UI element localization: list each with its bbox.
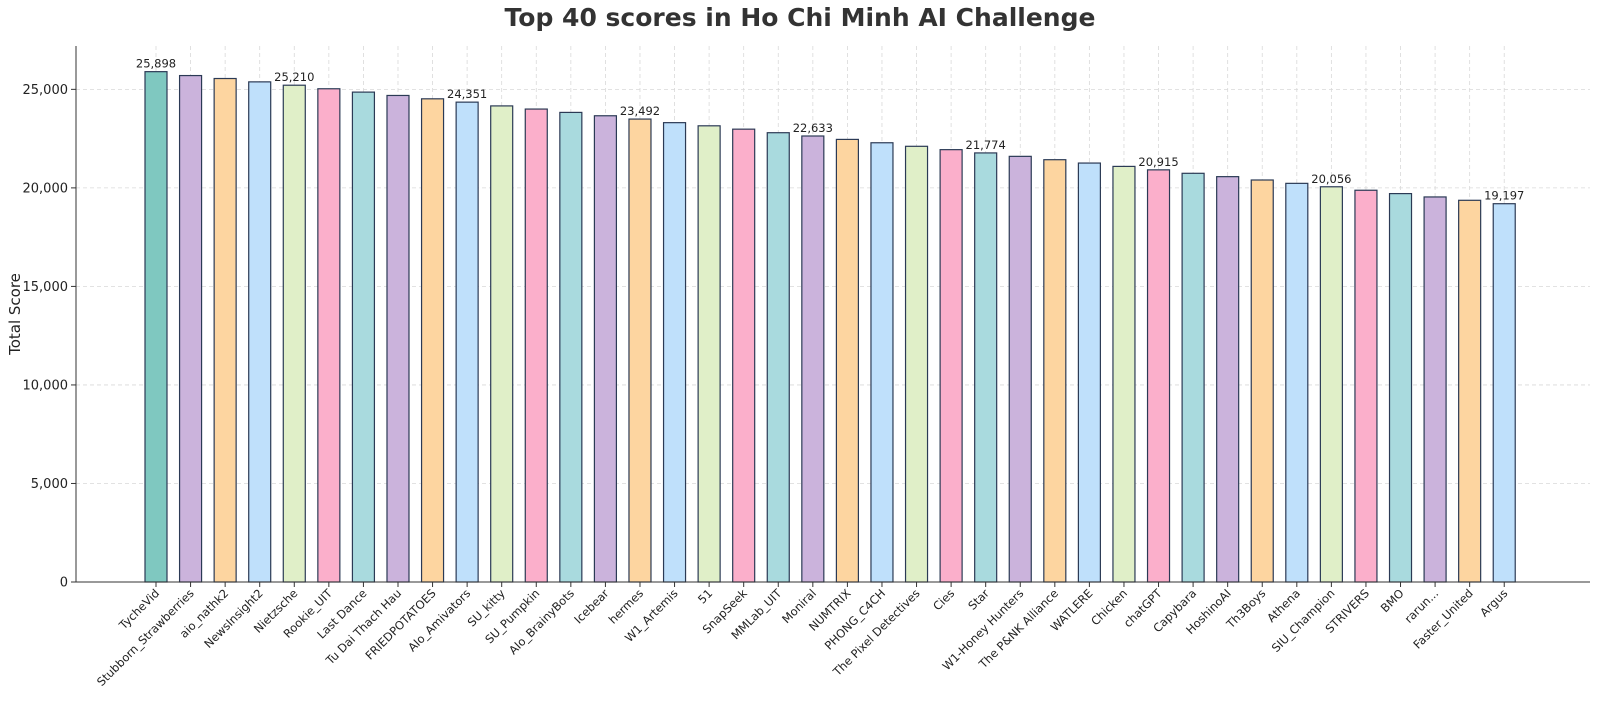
x-ticks: TycheVidStubborn_Strawberriesaio_nathk2N… [94,582,1510,689]
bar [1008,155,1032,583]
bar [904,145,929,583]
bar [490,105,514,583]
bar [974,152,998,583]
bar [697,125,721,583]
bars-layer [144,71,1516,583]
x-tick-label: BMO [1378,586,1407,615]
bar [248,81,272,583]
bar [1354,189,1378,583]
bar [1216,176,1240,583]
bar [1077,162,1101,583]
bar [386,94,410,583]
y-ticks: 0 5,000 10,000 15,000 20,000 25,000 [23,83,76,591]
data-label: 20,915 [1138,155,1178,169]
data-label: 19,197 [1484,189,1524,203]
bar [178,74,203,583]
y-tick-label: 20,000 [23,181,69,196]
bar [1112,165,1136,583]
y-axis-label: Total Score [6,273,24,356]
y-tick-label: 10,000 [23,378,69,393]
chart-title: Top 40 scores in Ho Chi Minh AI Challeng… [504,3,1096,32]
bar [282,84,306,583]
bar [1388,192,1413,583]
x-tick-label: Icebear [571,586,611,626]
bar [1146,169,1171,583]
bar [732,128,756,583]
bar [1492,203,1516,583]
bar [455,101,479,583]
data-label: 23,492 [620,104,660,118]
y-tick-label: 25,000 [23,83,69,98]
bar [559,111,583,583]
bar [213,77,237,583]
data-label: 24,351 [447,87,487,101]
x-tick-label: Argus [1477,586,1510,619]
x-tick-label: AIo_Amivators [405,586,473,654]
bar [939,149,963,583]
bar [766,132,790,583]
bar [420,98,445,583]
x-tick-label: 51 [695,586,715,606]
axes-layer [75,46,1590,583]
bar [870,142,894,583]
x-tick-label: Cies [930,586,957,613]
bar [801,135,825,583]
bar [1250,179,1274,583]
y-tick-label: 0 [60,576,68,591]
data-label: 25,898 [136,57,176,71]
bar [1458,199,1482,583]
bar [628,118,652,583]
bar [835,138,860,583]
bar [351,91,376,583]
bar [1043,159,1067,583]
bar [317,88,341,583]
data-label: 25,210 [274,70,314,84]
bar [524,108,548,583]
bar [662,122,687,583]
bar [1319,186,1343,583]
bar [1181,172,1205,583]
bar [1423,196,1447,583]
y-tick-label: 5,000 [31,477,68,492]
data-label: 22,633 [793,121,833,135]
bar [1285,182,1309,583]
data-label: 20,056 [1311,172,1351,186]
bar [144,71,168,583]
bar [593,115,618,583]
x-tick-label: Star [965,586,992,613]
data-label: 21,774 [966,138,1006,152]
data-labels: 25,898 25,210 24,351 23,492 22,633 21,774 20,9… [136,57,1524,203]
y-tick-label: 15,000 [23,280,69,295]
x-tick-label: PHONG_C4CH [822,586,888,652]
